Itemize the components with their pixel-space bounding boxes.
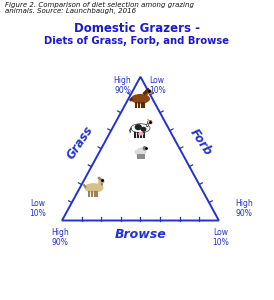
Ellipse shape	[132, 95, 149, 103]
Ellipse shape	[139, 133, 143, 135]
Ellipse shape	[143, 147, 147, 150]
Text: Domestic Grazers -: Domestic Grazers -	[74, 22, 200, 34]
Text: Forb: Forb	[187, 126, 215, 158]
Polygon shape	[146, 122, 149, 127]
Circle shape	[141, 150, 145, 155]
Ellipse shape	[99, 179, 103, 182]
Ellipse shape	[102, 181, 104, 182]
Text: Diets of Grass, Forb, and Browse: Diets of Grass, Forb, and Browse	[44, 37, 230, 46]
Circle shape	[138, 151, 143, 155]
Ellipse shape	[147, 120, 152, 124]
Polygon shape	[144, 92, 148, 98]
Text: Low
10%: Low 10%	[212, 228, 229, 247]
Ellipse shape	[146, 89, 151, 93]
Circle shape	[140, 148, 144, 152]
Circle shape	[135, 151, 138, 153]
Polygon shape	[130, 98, 132, 101]
Text: Low
10%: Low 10%	[29, 199, 46, 218]
Circle shape	[138, 148, 144, 154]
Ellipse shape	[141, 128, 146, 131]
Text: Figure 2. Comparison of diet selection among grazing: Figure 2. Comparison of diet selection a…	[5, 2, 195, 8]
Text: Browse: Browse	[115, 228, 166, 241]
Ellipse shape	[135, 125, 141, 130]
Ellipse shape	[85, 184, 103, 192]
Polygon shape	[147, 88, 149, 90]
Text: High
90%: High 90%	[114, 76, 132, 95]
Text: Low
10%: Low 10%	[149, 76, 166, 95]
Text: Grass: Grass	[64, 123, 96, 161]
Text: animals. Source: Launchbaugh, 2016: animals. Source: Launchbaugh, 2016	[5, 8, 137, 14]
Circle shape	[137, 148, 142, 153]
Ellipse shape	[150, 122, 152, 124]
Circle shape	[136, 150, 141, 155]
Ellipse shape	[149, 92, 152, 94]
Ellipse shape	[131, 124, 150, 133]
Text: High
90%: High 90%	[235, 199, 253, 218]
Text: High
90%: High 90%	[52, 228, 69, 247]
Ellipse shape	[144, 147, 145, 148]
Polygon shape	[98, 181, 101, 187]
